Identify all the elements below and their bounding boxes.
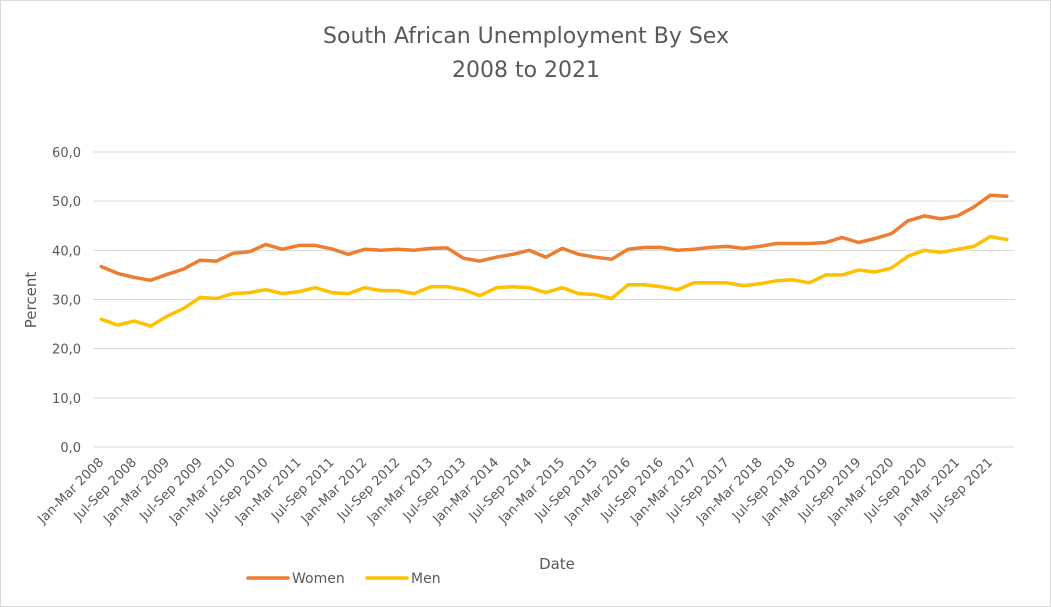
series-line-men <box>99 234 1009 328</box>
y-tick-label: 60,0 <box>52 146 81 161</box>
y-tick-label: 20,0 <box>52 343 81 358</box>
chart-title: South African Unemployment By Sex <box>323 24 729 49</box>
series-line-women <box>99 193 1009 283</box>
chart-subtitle: 2008 to 2021 <box>452 58 600 83</box>
y-tick-labels: 0,0 10,0 20,0 30,0 40,0 50,0 60,0 <box>52 146 81 456</box>
y-tick-label: 40,0 <box>52 244 81 259</box>
grid-layer <box>93 151 1015 448</box>
y-tick-label: 10,0 <box>52 392 81 407</box>
x-axis-title: Date <box>539 555 575 573</box>
y-tick-label: 30,0 <box>52 294 81 309</box>
y-axis-title: Percent <box>22 272 40 329</box>
y-tick-label: 50,0 <box>52 195 81 210</box>
y-tick-label: 0,0 <box>60 441 81 456</box>
series-layer <box>99 193 1009 328</box>
legend-label-women: Women <box>292 571 345 587</box>
legend-label-men: Men <box>411 571 441 587</box>
legend: Women Men <box>246 571 441 587</box>
